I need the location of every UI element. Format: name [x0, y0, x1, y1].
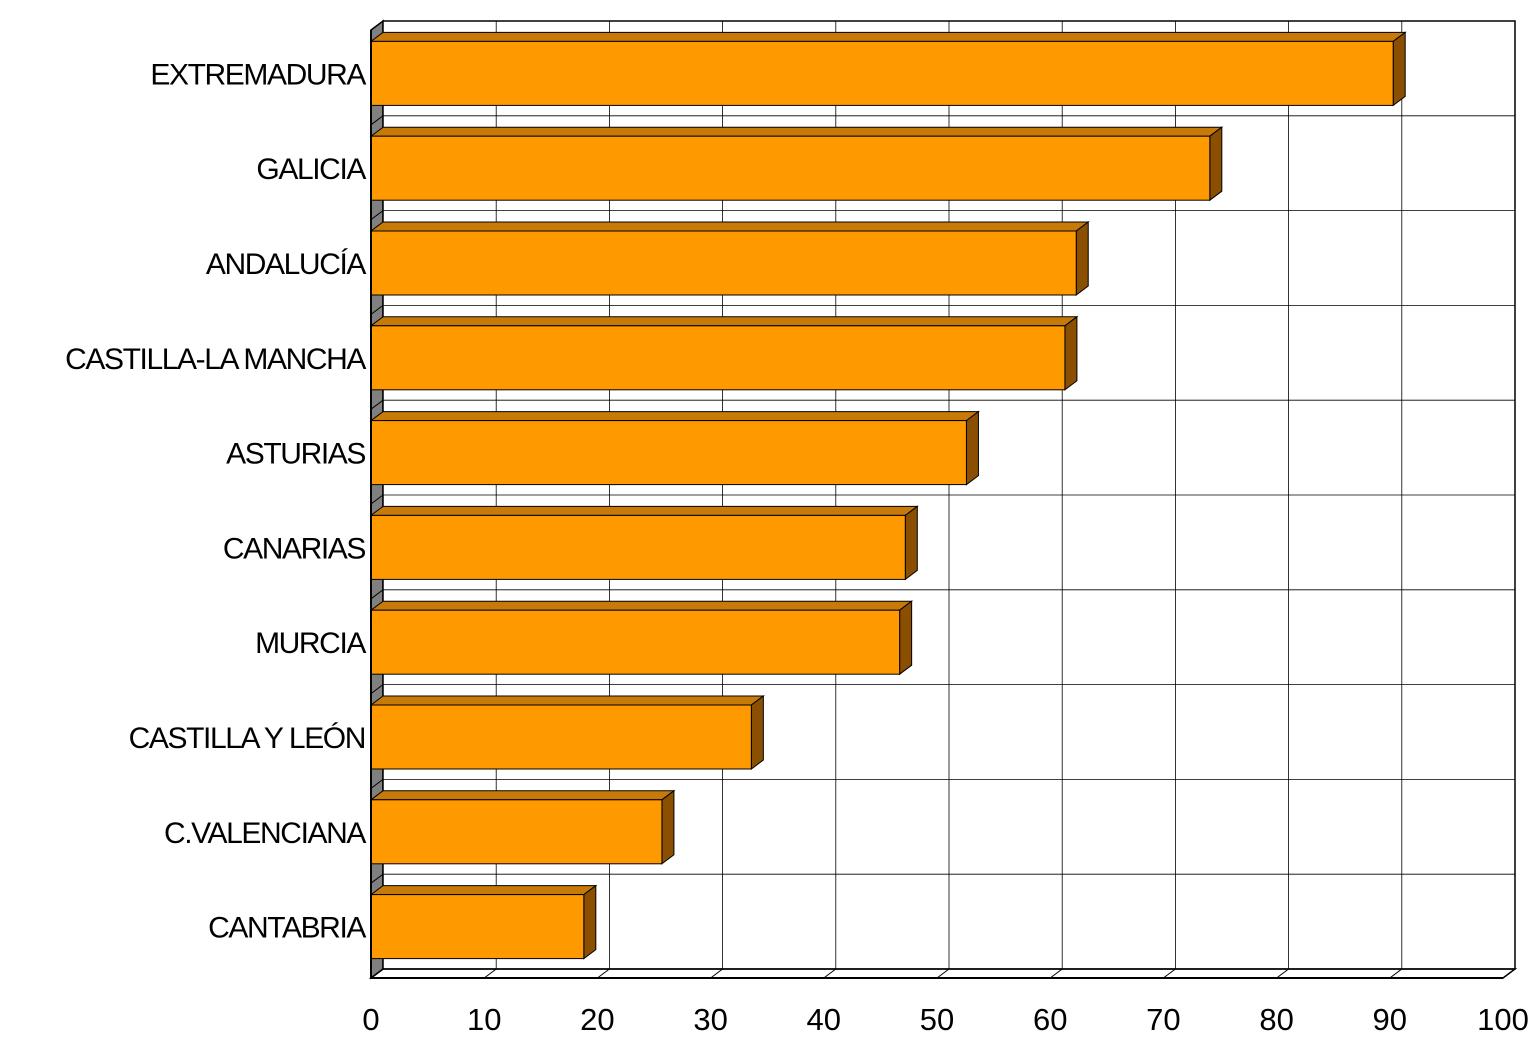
side-wall-line — [370, 873, 384, 884]
bar-front-face — [370, 799, 663, 865]
bar-side-face — [899, 600, 913, 676]
x-tick-label: 30 — [693, 1002, 727, 1034]
x-tick-label: 50 — [920, 1002, 954, 1034]
bar-front-face — [370, 609, 901, 675]
x-tick-labels: 0 10 20 30 40 50 60 70 80 90 100 — [362, 1002, 1529, 1037]
side-wall-line — [370, 304, 384, 315]
bar-side-face — [1064, 315, 1078, 391]
bar-side-face — [904, 505, 918, 581]
side-wall-line — [370, 589, 384, 600]
floor-gridline — [483, 968, 497, 979]
bar-side-face — [1209, 126, 1223, 202]
bar — [369, 410, 980, 486]
floor-gridline — [1049, 968, 1063, 979]
bar — [369, 31, 1407, 107]
side-wall-line — [370, 399, 384, 410]
category-label: CASTILLA-LA MANCHA — [65, 343, 366, 376]
bar-side-face — [965, 410, 979, 486]
x-tick-label: 80 — [1259, 1002, 1293, 1034]
bar-front-face — [370, 325, 1066, 391]
bar-top-face — [369, 126, 1224, 137]
bar-top-face — [369, 31, 1407, 42]
side-wall-line — [370, 210, 384, 221]
category-label: CANARIAS — [223, 532, 366, 565]
category-label: MURCIA — [255, 627, 366, 660]
category-label: EXTREMADURA — [150, 58, 366, 91]
bar — [369, 695, 765, 770]
bar — [369, 600, 914, 676]
bar-front-face — [370, 230, 1077, 296]
floor-gridline — [710, 968, 723, 979]
side-wall-line — [370, 20, 384, 31]
category-label: CASTILLA Y LEÓN — [129, 722, 365, 755]
x-tick-label: 20 — [580, 1002, 614, 1034]
floor-gridline — [823, 968, 837, 979]
x-tick-label: 100 — [1477, 1002, 1529, 1034]
bar — [369, 315, 1079, 391]
floor-gridline — [1163, 968, 1176, 979]
bars — [369, 31, 1407, 960]
bar — [369, 221, 1090, 296]
bar-front-face — [370, 514, 906, 580]
bar-side-face — [1075, 221, 1089, 296]
floor-gridline — [1389, 968, 1403, 979]
side-wall-line — [370, 494, 384, 505]
bar-top-face — [369, 885, 598, 896]
bar-top-face — [369, 316, 1079, 327]
bar-front-face — [370, 704, 752, 770]
bar — [369, 126, 1224, 202]
category-label: GALICIA — [256, 153, 366, 186]
x-tick-label: 40 — [807, 1002, 841, 1034]
bar-top-face — [369, 505, 919, 516]
category-labels: EXTREMADURA GALICIA ANDALUCÍA CASTILLA-LA M… — [65, 58, 368, 945]
x-tick-label: 90 — [1373, 1002, 1407, 1034]
category-label: CANTABRIA — [208, 912, 366, 945]
bar-top-face — [369, 695, 765, 706]
bar-front-face — [370, 40, 1394, 106]
bar-side-face — [750, 695, 764, 770]
x-tick-label: 0 — [362, 1002, 379, 1034]
bar-top-face — [369, 600, 914, 611]
bar-top-face — [369, 790, 676, 801]
floor-gridline — [1276, 968, 1289, 979]
side-wall-line — [370, 779, 384, 789]
bar — [369, 789, 676, 865]
bar — [369, 505, 919, 581]
bar-front-face — [370, 135, 1211, 201]
x-tick-label: 60 — [1033, 1002, 1067, 1034]
bar-side-face — [1392, 31, 1406, 107]
category-label: C.VALENCIANA — [164, 817, 366, 850]
category-label: ASTURIAS — [226, 438, 365, 471]
category-label: ANDALUCÍA — [206, 248, 366, 281]
x-tick-label: 10 — [467, 1002, 501, 1034]
bar — [369, 884, 598, 960]
floor-gridline — [597, 968, 610, 979]
side-wall-line — [370, 115, 384, 126]
bar-top-face — [369, 221, 1090, 232]
floor-gridline — [936, 968, 950, 979]
bar-side-face — [661, 789, 675, 865]
bar-front-face — [370, 894, 585, 960]
x-tick-label: 70 — [1146, 1002, 1180, 1034]
bar-front-face — [370, 420, 967, 486]
side-wall-line — [370, 684, 384, 694]
bar-top-face — [369, 411, 980, 422]
axes — [368, 30, 1518, 979]
bar-side-face — [583, 884, 597, 960]
